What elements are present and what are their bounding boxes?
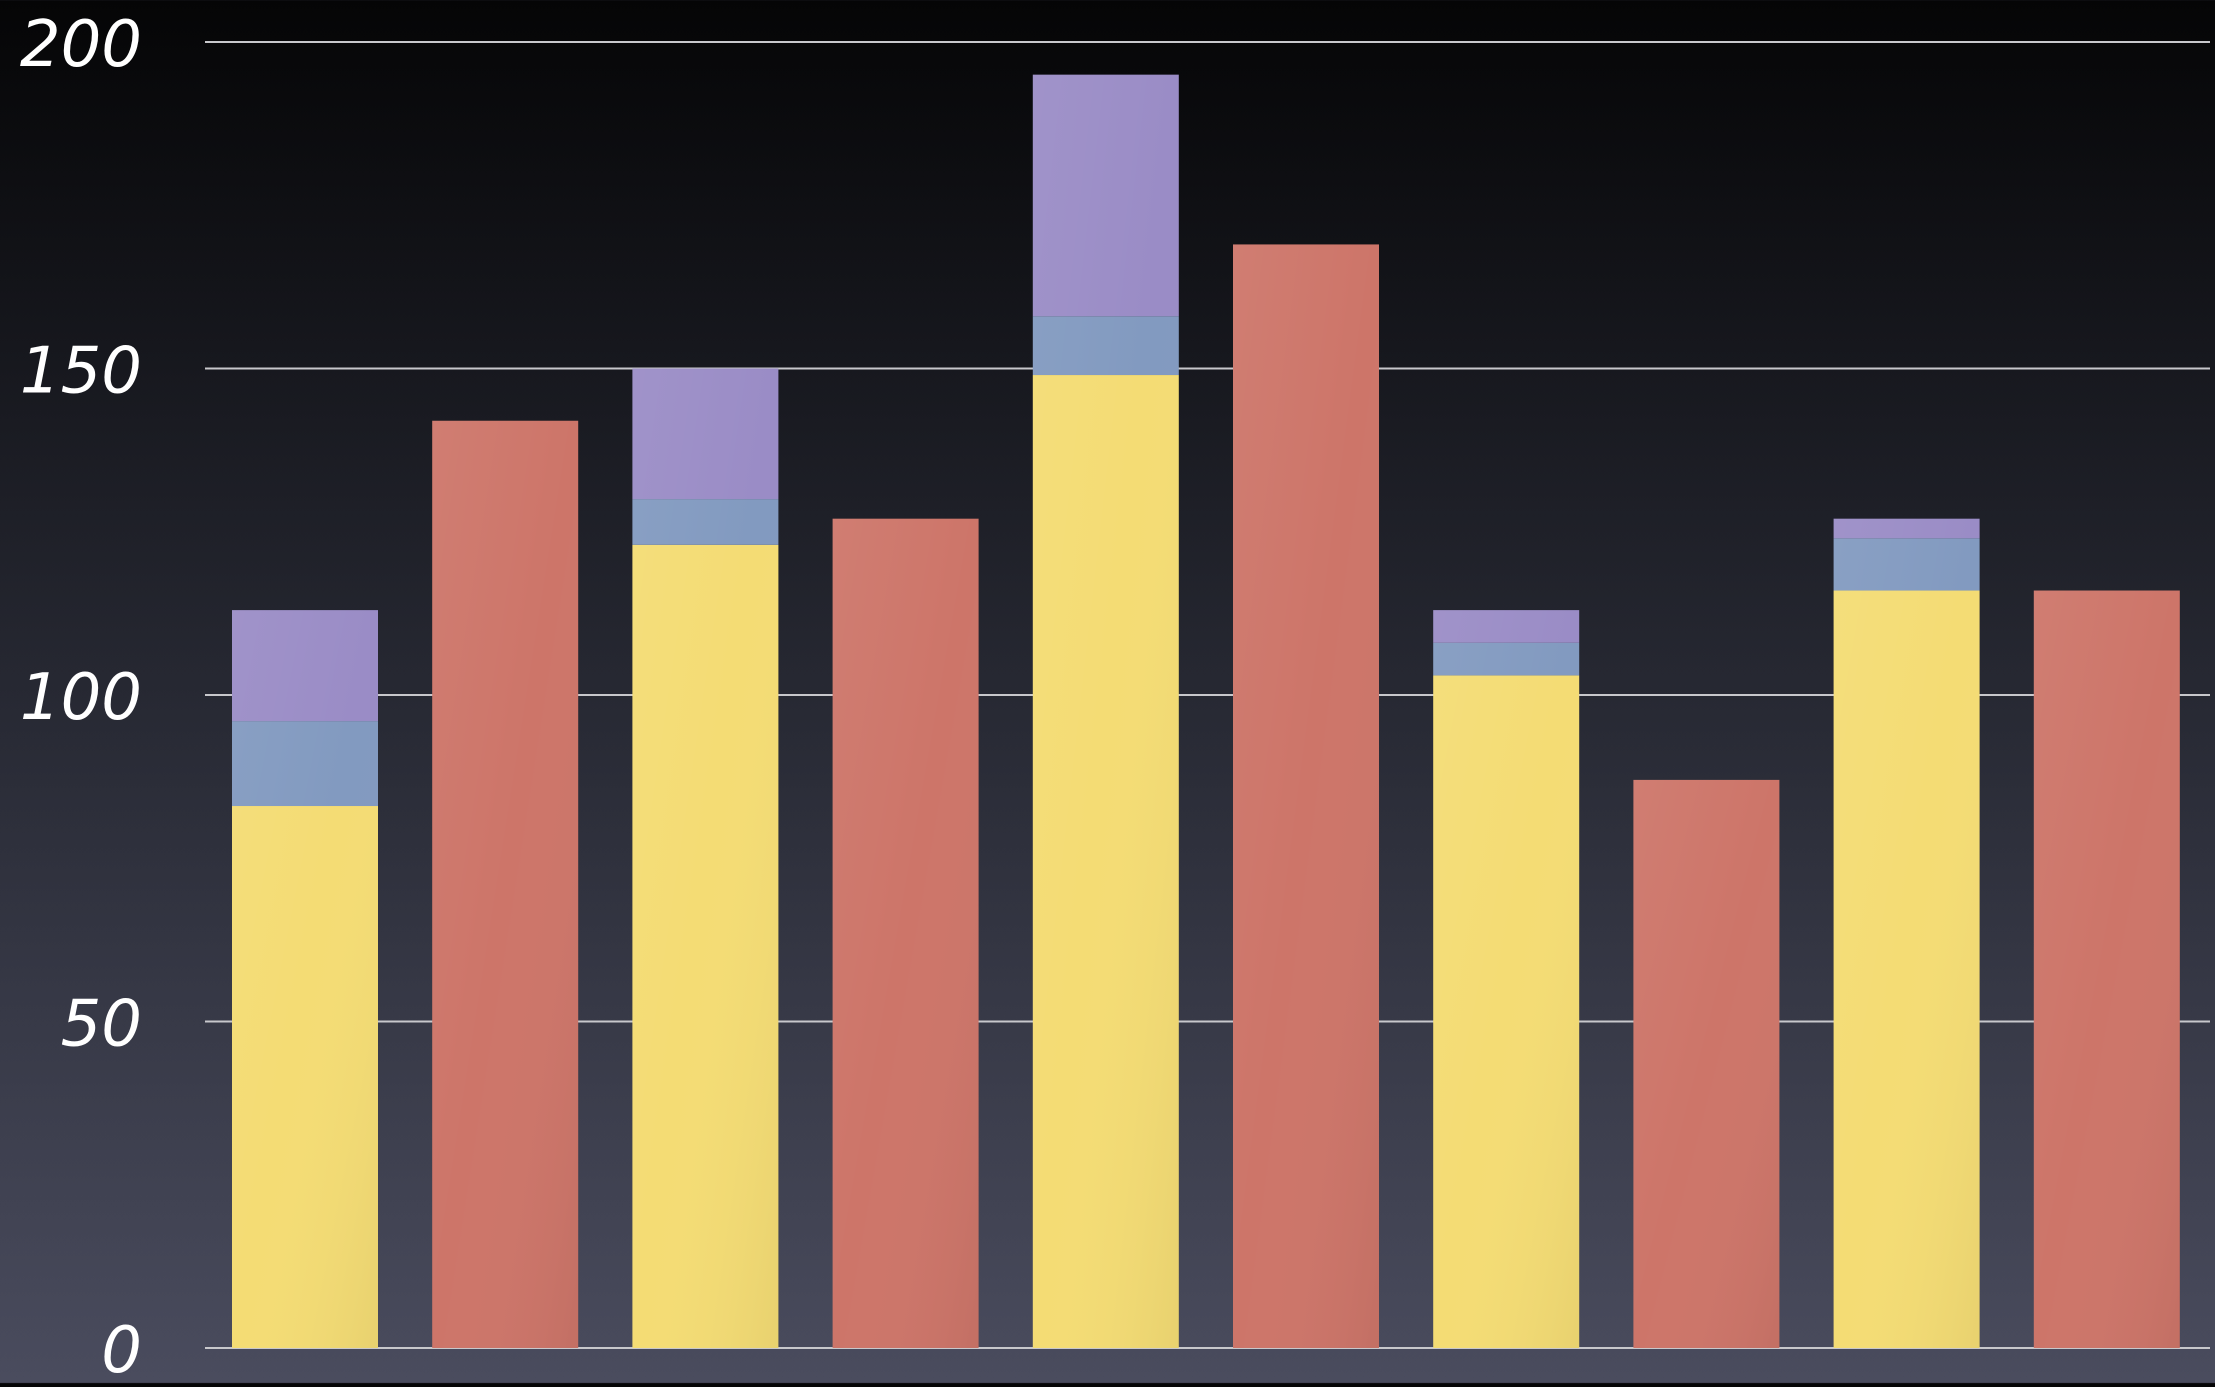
bar-1-sheen (232, 610, 378, 1348)
y-tick-label-100: 100 (20, 661, 142, 735)
bar-5-sheen (1032, 74, 1179, 1348)
bar-8 (1633, 779, 1780, 1348)
bar-7 (1433, 610, 1580, 1348)
bar-1 (232, 610, 378, 1348)
y-tick-label-0: 0 (101, 1314, 142, 1383)
bar-3-sheen (632, 368, 779, 1348)
y-tick-label-150: 150 (20, 335, 142, 409)
bar-6-sheen (1233, 244, 1379, 1349)
bar-2 (432, 420, 579, 1348)
y-tick-label-200: 200 (20, 8, 142, 82)
bar-10 (2033, 590, 2180, 1348)
bars (232, 74, 2180, 1349)
bar-9 (1833, 518, 1980, 1348)
y-tick-label-50: 50 (61, 988, 142, 1062)
bar-5 (1032, 74, 1179, 1348)
bar-10-sheen (2033, 590, 2180, 1348)
bar-9-sheen (1833, 518, 1980, 1348)
bar-3 (632, 368, 779, 1348)
bar-2-sheen (432, 420, 579, 1348)
bar-8-sheen (1633, 779, 1780, 1348)
bar-4 (832, 518, 979, 1348)
bar-6 (1233, 244, 1379, 1349)
y-tick-labels: 0 50 100 150 200 (20, 8, 142, 1387)
bar-7-sheen (1433, 610, 1580, 1348)
bar-4-sheen (832, 518, 979, 1348)
